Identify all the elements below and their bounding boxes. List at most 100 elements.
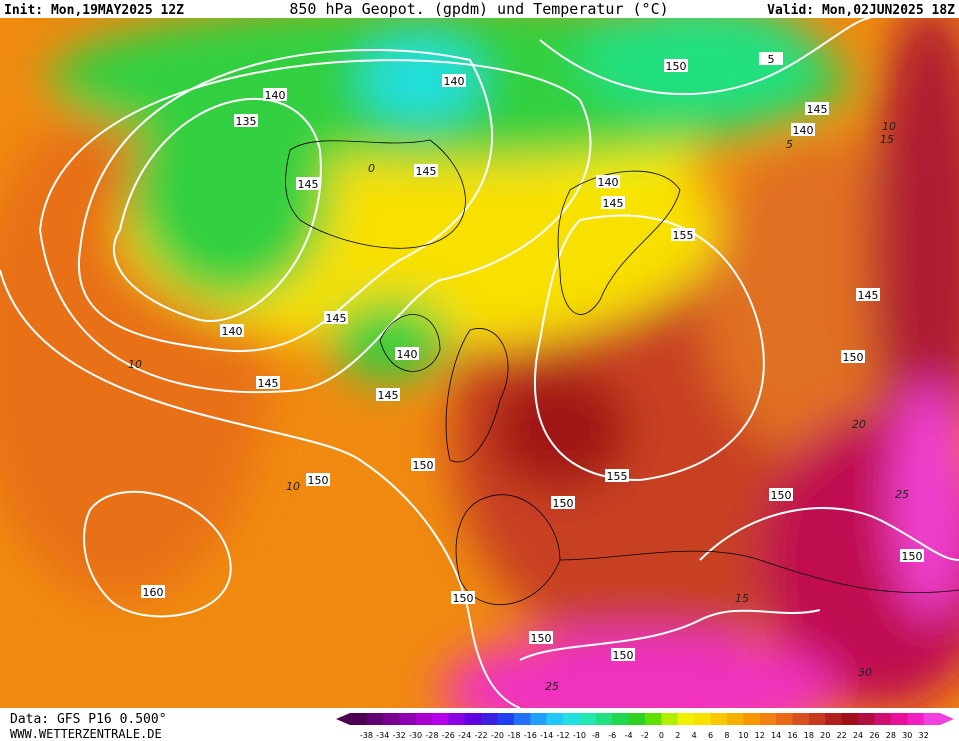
contour-label: 150 <box>666 60 687 73</box>
colorbar-label: -10 <box>573 731 586 740</box>
colorbar-label: 22 <box>837 731 847 740</box>
colorbar-cell <box>612 713 630 725</box>
contour-label-box <box>769 488 793 501</box>
contour-label: 150 <box>308 474 329 487</box>
colorbar-cell <box>776 713 793 725</box>
colorbar-label: 30 <box>902 731 912 740</box>
colorbar-cell <box>923 713 941 725</box>
contour-label: 150 <box>771 489 792 502</box>
colorbar-cell <box>628 713 646 725</box>
contour-label: 150 <box>902 550 923 563</box>
colorbar-label: -14 <box>540 731 553 740</box>
colorbar-label: -6 <box>608 731 616 740</box>
colorbar-cell <box>448 713 466 725</box>
contour-label-box <box>605 469 629 482</box>
colorbar-arrow <box>336 713 350 725</box>
colorbar-label: -12 <box>557 731 570 740</box>
isotherm-label: 15 <box>880 133 894 146</box>
colorbar-label: -20 <box>491 731 504 740</box>
colorbar-label: 0 <box>659 731 664 740</box>
contour-label: 145 <box>807 103 828 116</box>
contour-label: 150 <box>553 497 574 510</box>
contour-label: 150 <box>613 649 634 662</box>
isotherm-label: 15 <box>735 592 749 605</box>
contour-label: 145 <box>416 165 437 178</box>
contour-label-box <box>306 473 330 486</box>
site: WWW.WETTERZENTRALE.DE <box>10 727 162 741</box>
colorbar-label: 6 <box>708 731 713 740</box>
contour-label-box <box>234 114 258 127</box>
contour-label: 150 <box>531 632 552 645</box>
isotherm-label: 30 <box>858 666 872 679</box>
colorbar: -38 -34 -32 -30 -28 -26 -24 -22 -20 -18 -16 -14 -12-… <box>336 713 954 740</box>
colorbar-cell <box>415 713 433 725</box>
contour-label: 145 <box>858 289 879 302</box>
colorbar-label: -28 <box>425 731 438 740</box>
contour-label: 135 <box>236 115 257 128</box>
colorbar-cell <box>808 713 826 725</box>
contour-label: 145 <box>258 377 279 390</box>
colorbar-cell <box>431 713 449 725</box>
contour-label-box <box>596 175 620 188</box>
contour-label-box <box>664 59 688 72</box>
colorbar-cell <box>350 713 367 725</box>
isotherm-label: 20 <box>852 418 866 431</box>
contour-label: 140 <box>222 325 243 338</box>
data-source: Data: GFS P16 0.500° <box>10 712 167 727</box>
contour-label-box <box>411 458 435 471</box>
colorbar-cell <box>661 713 679 725</box>
contour-label-box <box>529 631 553 644</box>
contour-label: 140 <box>444 75 465 88</box>
contour-label: 5 <box>768 53 775 66</box>
contour-label-box <box>451 591 475 604</box>
contour-label: 155 <box>673 229 694 242</box>
colorbar-label: -26 <box>442 731 455 740</box>
contour-label-box <box>324 311 348 324</box>
colorbar-cell <box>710 713 728 725</box>
contour-label-box <box>900 549 924 562</box>
colorbar-label: -16 <box>524 731 537 740</box>
colorbar-label: -32 <box>393 731 406 740</box>
colorbar-label: 26 <box>869 731 879 740</box>
contour-label: 150 <box>453 592 474 605</box>
contour-label: 150 <box>413 459 434 472</box>
colorbar-cell <box>759 713 777 725</box>
colorbar-cell <box>530 713 548 725</box>
colorbar-cell <box>497 713 515 725</box>
contour-label: 140 <box>397 348 418 361</box>
colorbar-label: 28 <box>886 731 896 740</box>
colorbar-arrow <box>940 713 954 725</box>
colorbar-label: 18 <box>804 731 814 740</box>
contour-label: 145 <box>326 312 347 325</box>
contour-label-box <box>256 376 280 389</box>
contour-label-box <box>141 585 165 598</box>
isotherm-label: 5 <box>786 138 793 151</box>
contour-label: 145 <box>298 178 319 191</box>
colorbar-cell <box>907 713 925 725</box>
colorbar-label: 4 <box>692 731 697 740</box>
colorbar-cell <box>874 713 892 725</box>
contour-label-box <box>263 88 287 101</box>
colorbar-cell <box>677 713 695 725</box>
colorbar-cell <box>464 713 482 725</box>
contour-label-box <box>671 228 695 241</box>
colorbar-label: -30 <box>409 731 422 740</box>
isotherm-label: 10 <box>128 358 142 371</box>
init-time: Init: Mon,19MAY2025 12Z <box>4 3 184 18</box>
contour-label: 145 <box>378 389 399 402</box>
colorbar-label: -18 <box>507 731 520 740</box>
colorbar-cell <box>481 713 498 725</box>
contour-label-box <box>220 324 244 337</box>
valid-time: Valid: Mon,02JUN2025 18Z <box>767 3 955 18</box>
isotherm-label: 10 <box>882 120 896 133</box>
contour-label-box <box>601 196 625 209</box>
contour-label: 155 <box>607 470 628 483</box>
colorbar-cell <box>792 713 810 725</box>
colorbar-cell <box>595 713 613 725</box>
colorbar-label: -8 <box>592 731 600 740</box>
colorbar-label: -38 <box>360 731 373 740</box>
colorbar-label: 16 <box>787 731 797 740</box>
contour-label-box <box>759 52 783 65</box>
contour-label: 140 <box>265 89 286 102</box>
colorbar-label: -4 <box>625 731 633 740</box>
